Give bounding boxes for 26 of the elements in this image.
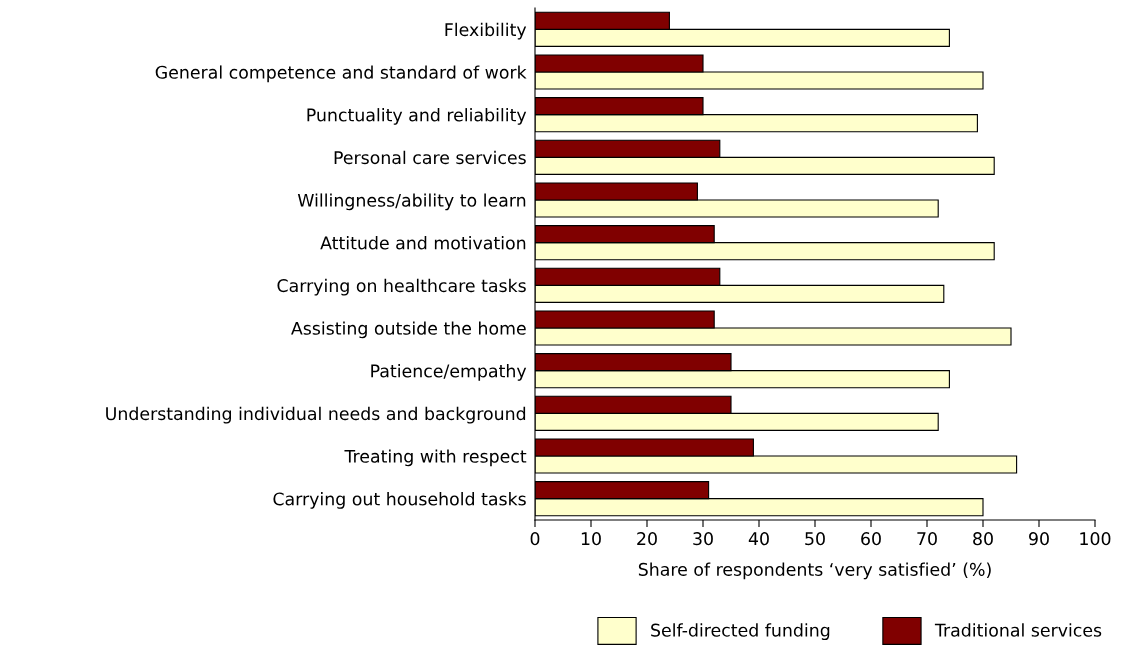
x-tick-label: 60 bbox=[861, 532, 881, 546]
x-tick-label: 50 bbox=[805, 532, 825, 546]
x-axis-title: Share of respondents ‘very satisfied’ (%) bbox=[638, 562, 991, 580]
legend-label: Traditional services bbox=[934, 623, 1102, 637]
y-tick-label: Patience/empathy bbox=[371, 364, 527, 381]
x-tick-label: 30 bbox=[693, 532, 713, 546]
y-tick-label: Carrying out household tasks bbox=[273, 492, 526, 509]
y-tick-label: Treating with respect bbox=[344, 449, 527, 467]
y-tick-label: Attitude and motivation bbox=[320, 236, 526, 250]
y-tick-label: Flexibility bbox=[445, 22, 527, 40]
legend-label: Self-directed funding bbox=[651, 623, 830, 641]
x-tick-label: 20 bbox=[637, 532, 657, 546]
x-tick-label: 10 bbox=[581, 532, 601, 546]
x-tick-label: 80 bbox=[973, 532, 993, 546]
y-tick-label: Carrying on healthcare tasks bbox=[277, 278, 526, 296]
y-tick-label: Willingness/ability to learn bbox=[297, 193, 526, 211]
y-tick-label: General competence and standard of work bbox=[155, 65, 527, 83]
x-tick-label: 90 bbox=[1029, 532, 1049, 546]
x-tick-label: 40 bbox=[748, 532, 769, 546]
y-tick-label: Punctuality and reliability bbox=[307, 108, 527, 125]
y-tick-label: Personal care services bbox=[334, 150, 526, 165]
y-tick-label: Understanding individual needs and background bbox=[106, 406, 526, 424]
x-tick-label: 100 bbox=[1080, 532, 1111, 546]
x-tick-label: 0 bbox=[530, 532, 540, 546]
x-tick-label: 70 bbox=[917, 532, 937, 546]
y-tick-label: Assisting outside the home bbox=[291, 321, 526, 339]
